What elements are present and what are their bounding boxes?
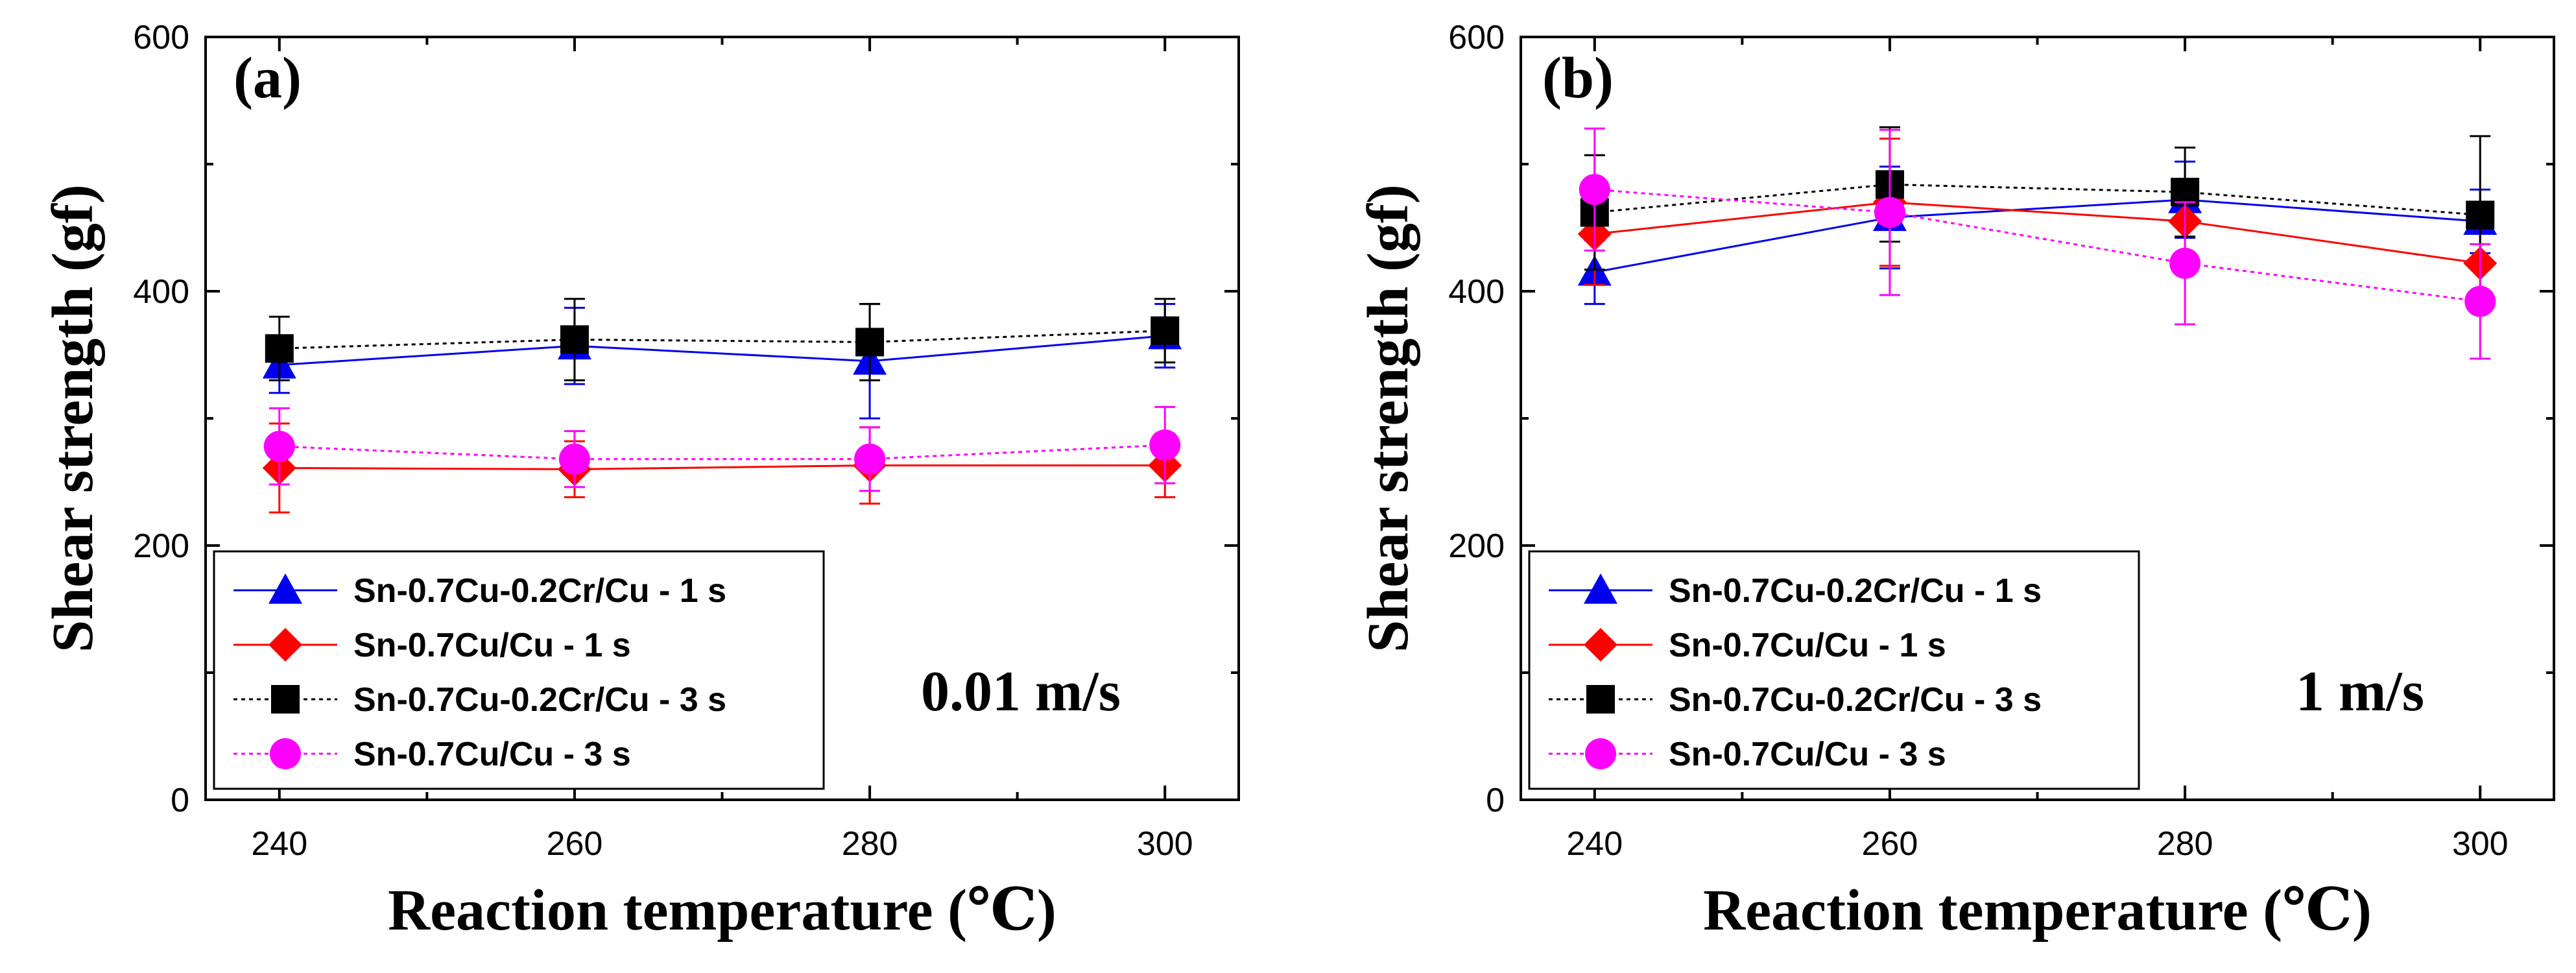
series-4 xyxy=(263,405,1181,492)
series-line xyxy=(1594,188,2481,303)
series-line xyxy=(279,444,1165,461)
series-line xyxy=(1594,198,2481,274)
legend-marker xyxy=(1584,573,1617,604)
legend-label: Sn-0.7Cu-0.2Cr/Cu - 1 s xyxy=(353,572,726,610)
legend-marker xyxy=(1585,738,1616,769)
x-axis-title: Reaction temperature (℃) xyxy=(1703,878,2372,943)
panel-label: (a) xyxy=(233,46,302,110)
legend: Sn-0.7Cu-0.2Cr/Cu - 1 s Sn-0.7Cu/Cu - 1 s… xyxy=(213,550,825,790)
series-3 xyxy=(265,298,1180,381)
x-tick-label: 280 xyxy=(2157,825,2213,863)
legend-label: Sn-0.7Cu-0.2Cr/Cu - 3 s xyxy=(353,681,726,719)
data-point xyxy=(855,328,885,357)
data-point xyxy=(854,443,886,475)
data-point xyxy=(558,443,590,475)
series-line xyxy=(279,335,1165,366)
y-axis-title: Shear strength (gf) xyxy=(41,184,105,653)
series-1 xyxy=(1577,160,2498,306)
series-line xyxy=(279,330,1165,350)
legend-marker xyxy=(270,738,301,769)
data-point xyxy=(2169,247,2201,279)
y-tick-label: 200 xyxy=(133,527,189,565)
y-tick-label: 600 xyxy=(1448,19,1505,56)
speed-annotation: 0.01 m/s xyxy=(921,660,1121,723)
data-point xyxy=(265,334,294,363)
data-point xyxy=(1874,197,1905,228)
x-tick-label: 260 xyxy=(1862,825,1918,863)
y-tick-label: 200 xyxy=(1448,527,1505,565)
data-point xyxy=(263,431,295,462)
data-point xyxy=(2466,200,2495,230)
x-tick-label: 300 xyxy=(2452,825,2509,863)
panel-label: (b) xyxy=(1542,46,1614,110)
series-line xyxy=(1594,183,2481,216)
x-axis-title: Reaction temperature (℃) xyxy=(388,878,1056,943)
series-line xyxy=(1594,201,2481,265)
legend-label: Sn-0.7Cu/Cu - 3 s xyxy=(1669,736,1946,773)
series-2 xyxy=(1577,138,2498,303)
x-tick-label: 260 xyxy=(547,825,603,863)
series-1 xyxy=(262,303,1182,420)
series-2 xyxy=(262,422,1182,514)
speed-annotation: 1 m/s xyxy=(2296,660,2424,723)
legend-label: Sn-0.7Cu/Cu - 1 s xyxy=(1669,627,1946,664)
y-tick-label: 0 xyxy=(171,782,189,819)
x-tick-label: 280 xyxy=(842,825,898,863)
data-point xyxy=(2464,285,2496,317)
data-point xyxy=(1579,174,1610,206)
legend-label: Sn-0.7Cu/Cu - 3 s xyxy=(353,736,631,773)
data-point xyxy=(1149,429,1181,461)
legend-marker xyxy=(268,628,302,662)
y-tick-label: 600 xyxy=(133,19,189,56)
series-4 xyxy=(1579,127,2496,360)
y-tick-label: 0 xyxy=(1486,782,1505,819)
y-tick-label: 400 xyxy=(133,273,189,311)
y-axis-title: Shear strength (gf) xyxy=(1356,184,1420,653)
legend-label: Sn-0.7Cu-0.2Cr/Cu - 3 s xyxy=(1669,681,2042,719)
legend: Sn-0.7Cu-0.2Cr/Cu - 1 s Sn-0.7Cu/Cu - 1 s… xyxy=(1528,550,2140,790)
x-tick-label: 300 xyxy=(1137,825,1193,863)
legend-marker xyxy=(1584,628,1617,662)
y-tick-label: 400 xyxy=(1448,273,1505,311)
series-line xyxy=(279,464,1165,470)
data-point xyxy=(1151,316,1180,345)
legend-marker xyxy=(268,573,302,604)
legend-marker xyxy=(1586,685,1615,714)
legend-label: Sn-0.7Cu/Cu - 1 s xyxy=(353,627,631,664)
panel-b: 240 260 280 300 0 200 400 600 Reaction temperatu… xyxy=(1356,19,2555,943)
data-point xyxy=(560,325,589,354)
series-3 xyxy=(1580,126,2495,295)
x-tick-label: 240 xyxy=(251,825,307,863)
panel-a: 240 260 280 300 0 200 400 600 Reaction temperatu… xyxy=(41,19,1240,943)
x-tick-label: 240 xyxy=(1566,825,1623,863)
legend-label: Sn-0.7Cu-0.2Cr/Cu - 1 s xyxy=(1669,572,2042,610)
legend-marker xyxy=(271,685,300,714)
